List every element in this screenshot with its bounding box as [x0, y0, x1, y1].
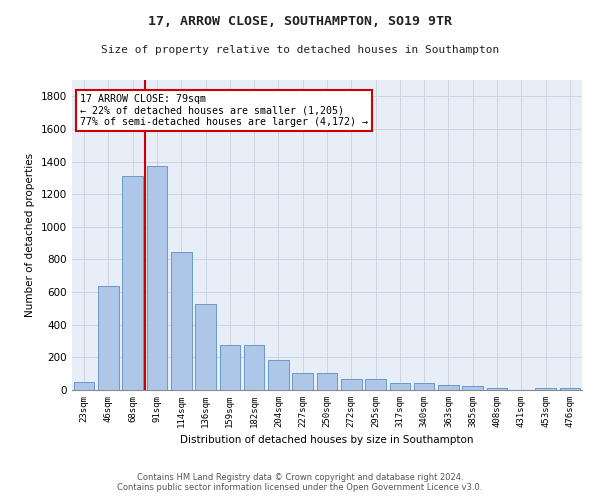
Bar	[341, 380, 362, 390]
Bar	[365, 380, 386, 390]
Bar	[220, 345, 240, 390]
Bar	[438, 385, 459, 390]
Bar	[463, 386, 483, 390]
Bar	[292, 373, 313, 390]
Bar	[414, 384, 434, 390]
Bar	[268, 360, 289, 390]
Text: 17 ARROW CLOSE: 79sqm
← 22% of detached houses are smaller (1,205)
77% of semi-d: 17 ARROW CLOSE: 79sqm ← 22% of detached …	[80, 94, 368, 127]
Bar	[171, 252, 191, 390]
Bar	[244, 345, 265, 390]
X-axis label: Distribution of detached houses by size in Southampton: Distribution of detached houses by size …	[180, 436, 474, 446]
Text: Contains HM Land Registry data © Crown copyright and database right 2024.: Contains HM Land Registry data © Crown c…	[137, 474, 463, 482]
Bar	[317, 373, 337, 390]
Bar	[146, 166, 167, 390]
Text: Size of property relative to detached houses in Southampton: Size of property relative to detached ho…	[101, 45, 499, 55]
Bar	[98, 286, 119, 390]
Bar	[74, 382, 94, 390]
Bar	[560, 388, 580, 390]
Bar	[389, 384, 410, 390]
Bar	[195, 304, 216, 390]
Text: 17, ARROW CLOSE, SOUTHAMPTON, SO19 9TR: 17, ARROW CLOSE, SOUTHAMPTON, SO19 9TR	[148, 15, 452, 28]
Bar	[487, 388, 508, 390]
Bar	[122, 176, 143, 390]
Bar	[535, 388, 556, 390]
Text: Contains public sector information licensed under the Open Government Licence v3: Contains public sector information licen…	[118, 484, 482, 492]
Y-axis label: Number of detached properties: Number of detached properties	[25, 153, 35, 317]
